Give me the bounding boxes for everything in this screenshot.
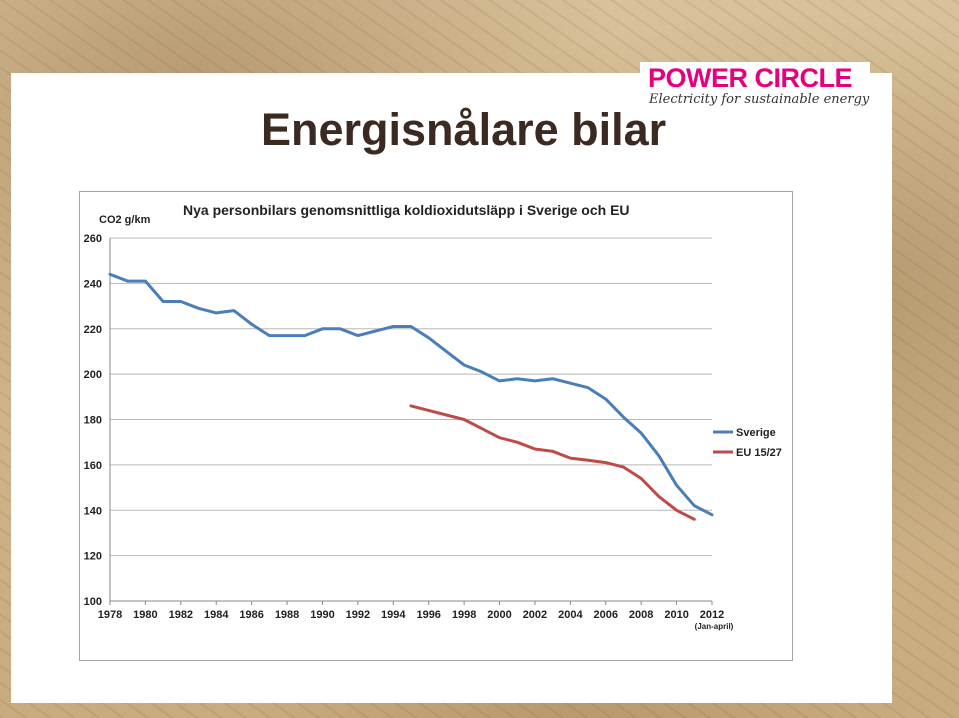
y-tick-120: 120 xyxy=(84,551,102,563)
y-tick-260: 260 xyxy=(84,233,102,245)
x-tick-1978: 1978 xyxy=(98,609,122,621)
x-tick-2000: 2000 xyxy=(487,609,511,621)
chart-frame xyxy=(79,191,793,661)
x-tick-1994: 1994 xyxy=(381,609,406,621)
y-tick-220: 220 xyxy=(84,324,102,336)
x-tick-1990: 1990 xyxy=(310,609,334,621)
slide-title: Energisnålare bilar xyxy=(261,104,667,155)
y-axis-label: CO2 g/km xyxy=(99,214,151,226)
legend-label-1: EU 15/27 xyxy=(736,447,782,459)
x-tick-1986: 1986 xyxy=(239,609,263,621)
y-tick-160: 160 xyxy=(84,460,102,472)
y-tick-180: 180 xyxy=(84,415,102,427)
x-tick-1992: 1992 xyxy=(346,609,370,621)
logo-tagline: Electricity for sustainable energy xyxy=(649,92,870,107)
x-tick-1996: 1996 xyxy=(416,609,440,621)
legend-label-0: Sverige xyxy=(736,427,776,439)
x-tick-1998: 1998 xyxy=(452,609,476,621)
x-tick-2010: 2010 xyxy=(664,609,688,621)
x-tick-2006: 2006 xyxy=(594,609,618,621)
y-tick-200: 200 xyxy=(84,369,102,381)
series-line-0 xyxy=(108,272,714,517)
x-tick-2002: 2002 xyxy=(523,609,547,621)
y-tick-140: 140 xyxy=(84,505,102,517)
logo-name: POWER CIRCLE xyxy=(648,63,853,93)
series-line-1 xyxy=(409,404,696,521)
co2-line-chart: Nya personbilars genomsnittliga koldioxi… xyxy=(84,202,782,631)
x-tick-2004: 2004 xyxy=(558,609,583,621)
chart-title: Nya personbilars genomsnittliga koldioxi… xyxy=(183,202,630,218)
x-tick-2012: 2012 xyxy=(700,609,724,621)
x-tick-1980: 1980 xyxy=(133,609,157,621)
x-tick-1984: 1984 xyxy=(204,609,229,621)
x-tick-1988: 1988 xyxy=(275,609,299,621)
x-tick-2008: 2008 xyxy=(629,609,653,621)
y-tick-100: 100 xyxy=(84,596,102,608)
logo xyxy=(640,62,870,116)
x-tick-1982: 1982 xyxy=(169,609,193,621)
y-tick-240: 240 xyxy=(84,278,102,290)
x-tick-note: (Jan-april) xyxy=(695,622,734,631)
